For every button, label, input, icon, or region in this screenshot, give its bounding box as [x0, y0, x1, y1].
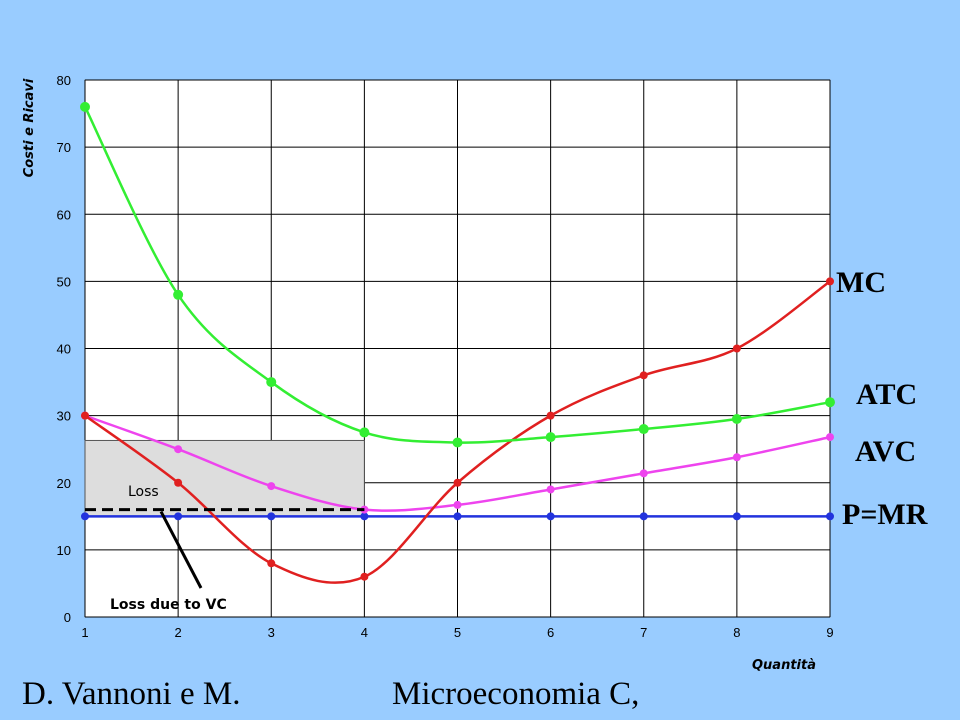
mc-point	[174, 478, 183, 487]
atc-point	[80, 101, 90, 112]
y-tick-label: 30	[57, 409, 71, 424]
p-mr-point	[826, 512, 834, 521]
mc-label: MC	[836, 266, 886, 299]
x-tick-label: 7	[640, 625, 647, 640]
mc-point	[639, 371, 648, 380]
pmr-label: P=MR	[842, 498, 928, 531]
p-mr-point	[639, 512, 648, 521]
atc-point	[266, 377, 277, 388]
x-tick-label: 5	[454, 625, 461, 640]
y-tick-label: 50	[57, 274, 71, 289]
y-axis-title: Costi e Ricavi	[22, 78, 37, 177]
avc-point	[267, 482, 276, 491]
avc-point	[174, 445, 183, 454]
avc-label: AVC	[855, 435, 916, 468]
x-tick-label: 8	[733, 625, 740, 640]
atc-point	[173, 289, 184, 300]
footer-authors: D. Vannoni e M.	[22, 676, 241, 712]
atc-point	[452, 437, 463, 448]
p-mr-point	[267, 512, 276, 521]
p-mr-point	[546, 512, 555, 521]
series-labels: MC ATC AVC P=MR	[836, 266, 928, 531]
x-tick-label: 4	[361, 625, 368, 640]
p-mr-point	[360, 512, 369, 521]
mc-point	[826, 277, 834, 286]
mc-point	[453, 478, 462, 487]
x-tick-label: 9	[826, 625, 833, 640]
y-tick-label: 70	[57, 140, 71, 155]
atc-point	[638, 424, 649, 435]
mc-point	[546, 411, 555, 420]
x-tick-label: 3	[268, 625, 275, 640]
avc-point	[546, 485, 555, 494]
avc-point	[826, 433, 834, 442]
grid	[84, 79, 831, 618]
p-mr-point	[174, 512, 183, 521]
p-mr-point	[81, 512, 89, 521]
x-tick-label: 6	[547, 625, 554, 640]
atc-point	[731, 413, 742, 424]
series-layer	[80, 101, 835, 584]
mc-point	[81, 411, 89, 420]
y-tick-label: 60	[57, 207, 71, 222]
x-tick-label: 2	[175, 625, 182, 640]
y-tick-label: 40	[57, 342, 71, 357]
footer-course: Microeconomia C,	[392, 676, 640, 712]
y-tick-label: 10	[57, 543, 71, 558]
atc-point	[359, 427, 370, 438]
y-tick-label: 0	[64, 610, 71, 625]
loss-area	[84, 439, 365, 517]
atc-point	[545, 432, 556, 443]
mc-point	[360, 572, 369, 581]
loss-due-to-vc-label: Loss due to VC	[110, 597, 227, 613]
mc-line	[84, 280, 831, 584]
x-tick-label: 1	[81, 625, 88, 640]
y-tick-label: 80	[57, 73, 71, 88]
mc-point	[267, 559, 276, 568]
mc-point	[732, 344, 741, 353]
loss-due-to-vc-arrow	[159, 510, 203, 589]
avc-point	[453, 500, 462, 509]
atc-point	[825, 397, 835, 408]
p-mr-point	[453, 512, 462, 521]
y-tick-label: 20	[57, 476, 71, 491]
axis-ticks: 0 10 20 30 40 50 60 70 80 1 2 3 4 5 6 7 8 9	[57, 73, 834, 640]
atc-label: ATC	[856, 378, 917, 411]
p-mr-point	[732, 512, 741, 521]
x-axis-title: Quantità	[752, 658, 816, 673]
avc-point	[639, 469, 648, 478]
loss-label: Loss	[128, 484, 159, 500]
avc-point	[732, 453, 741, 462]
